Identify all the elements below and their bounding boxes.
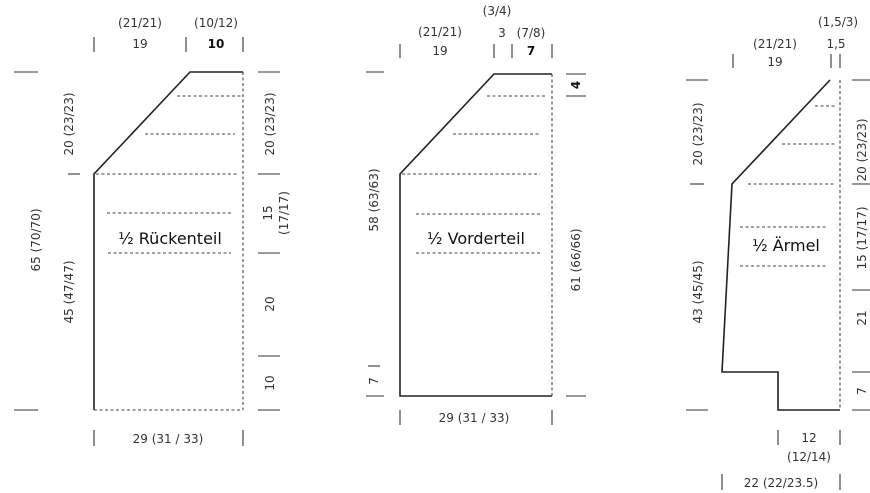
back-right-dim-4: 10	[263, 375, 277, 390]
sleeve-right-dim-1: 20 (23/23)	[855, 118, 869, 181]
back-top-width-a: 19	[132, 37, 147, 51]
front-top-width-c-sizes: (7/8)	[517, 26, 546, 40]
sleeve-outline	[721, 79, 840, 411]
front-piece: (3/4) (21/21) 19 3 (7/8) 7 58 (63/63) 7 …	[366, 4, 586, 425]
sleeve-piece: (1,5/3) (21/21) 19 1,5 20 (23/23) 43 (45…	[686, 15, 870, 490]
back-outline	[93, 71, 243, 410]
back-top-width-b: 10	[208, 37, 225, 51]
sleeve-cuff-width: 12	[801, 431, 816, 445]
back-right-dim-2b: (17/17)	[277, 191, 291, 235]
front-neck-depth: 4	[569, 81, 583, 89]
sleeve-right-dim-2: 15 (17/17)	[855, 206, 869, 269]
sleeve-top-width-a: 19	[767, 55, 782, 69]
front-height: 58 (63/63)	[367, 168, 381, 231]
front-top-sizes: (3/4)	[483, 4, 512, 18]
front-outline	[399, 73, 552, 397]
back-piece: (21/21) 19 (10/12) 10 65 (70/70) 20 (23/…	[14, 16, 291, 446]
back-body-height: 45 (47/47)	[62, 260, 76, 323]
back-top-width-a-sizes: (21/21)	[118, 16, 162, 30]
front-top-width-a: 19	[432, 44, 447, 58]
front-rib-height: 7	[367, 377, 381, 385]
front-top-width-b: 3	[498, 26, 506, 40]
sleeve-cuff-width-sizes: (12/14)	[787, 450, 831, 464]
front-title: ½ Vorderteil	[427, 229, 525, 248]
sleeve-top-sizes: (1,5/3)	[818, 15, 858, 29]
back-top-width-b-sizes: (10/12)	[194, 16, 238, 30]
sleeve-top-width-a-sizes: (21/21)	[753, 37, 797, 51]
back-total-height: 65 (70/70)	[29, 208, 43, 271]
back-right-dim-3: 20	[263, 296, 277, 311]
sleeve-right-dim-4: 7	[855, 387, 869, 395]
front-bottom-width: 29 (31 / 33)	[439, 411, 510, 425]
sleeve-length: 43 (45/45)	[691, 260, 705, 323]
sleeve-right-dim-3: 21	[855, 310, 869, 325]
back-armhole-height: 20 (23/23)	[62, 92, 76, 155]
back-title: ½ Rückenteil	[118, 229, 222, 248]
front-top-width-c: 7	[527, 44, 535, 58]
sleeve-cap-height: 20 (23/23)	[691, 102, 705, 165]
front-center-height: 61 (66/66)	[569, 228, 583, 291]
sleeve-top-width-b: 1,5	[826, 37, 845, 51]
sleeve-bottom-width: 22 (22/23.5)	[744, 476, 818, 490]
back-right-dim-2a: 15	[261, 205, 275, 220]
back-right-dim-1: 20 (23/23)	[263, 92, 277, 155]
back-bottom-width: 29 (31 / 33)	[133, 432, 204, 446]
front-top-width-a-sizes: (21/21)	[418, 25, 462, 39]
sleeve-title: ½ Ärmel	[752, 236, 820, 255]
